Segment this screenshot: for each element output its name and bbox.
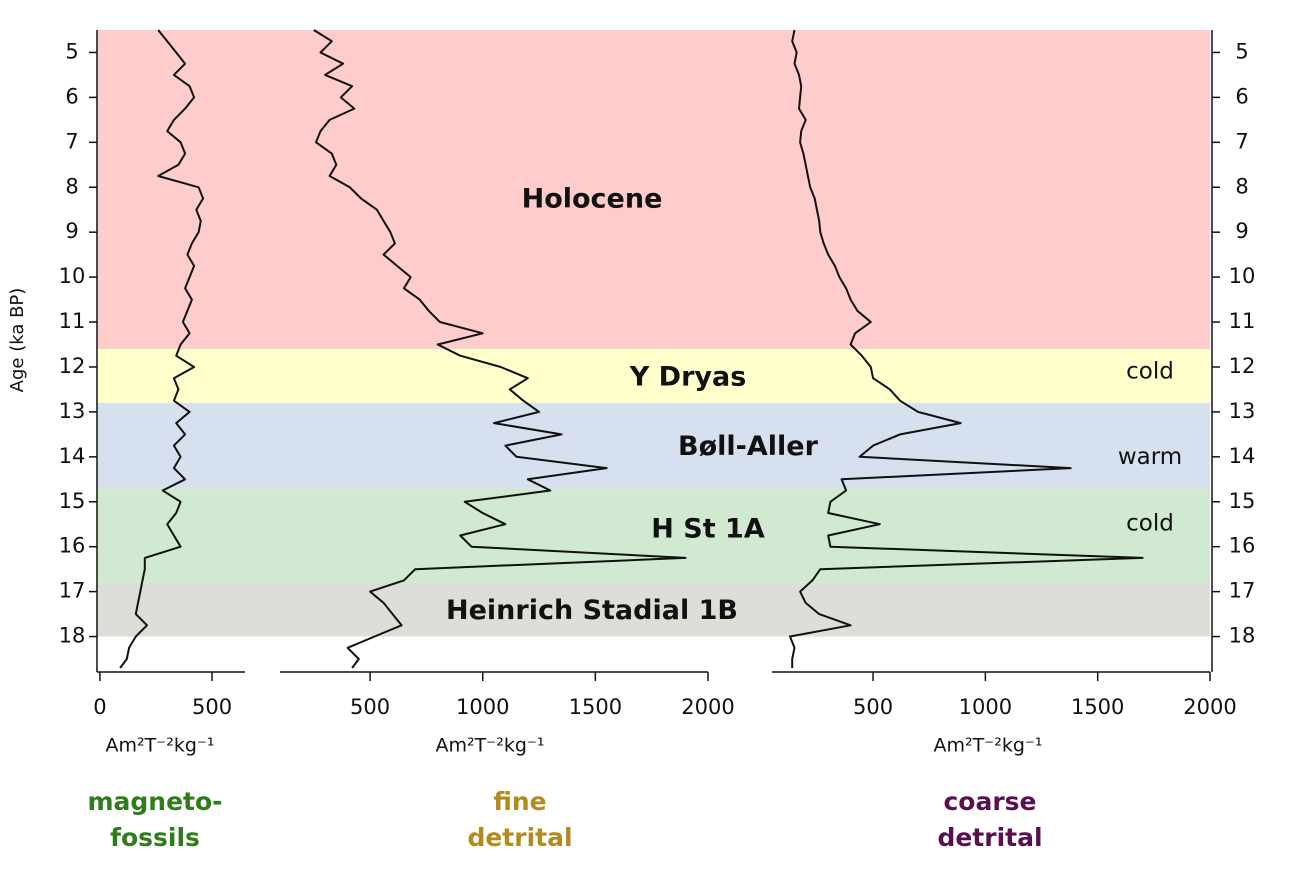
data-line (789, 29, 1144, 668)
y-tick-label-right: 12 (1229, 354, 1256, 378)
series-name: coarse (943, 787, 1036, 816)
y-tick-label-right: 17 (1229, 579, 1256, 603)
y-tick-label-right: 14 (1229, 444, 1256, 468)
climate-label: cold (1126, 511, 1174, 537)
y-tick-label-right: 15 (1229, 489, 1256, 513)
x-tick-label: 2000 (681, 695, 734, 719)
y-tick-label-right: 16 (1229, 534, 1256, 558)
series-name: detrital (467, 823, 572, 852)
band-area (97, 402, 1210, 489)
x-tick-label: 0 (93, 695, 106, 719)
x-axis-unit: Am²T⁻²kg⁻¹ (105, 735, 214, 757)
x-tick-label: 500 (350, 695, 390, 719)
y-tick-label-right: 5 (1235, 39, 1248, 63)
x-tick-label: 2000 (1183, 695, 1236, 719)
y-tick-label-right: 18 (1229, 624, 1256, 648)
y-tick-label: 18 (59, 624, 86, 648)
y-tick-label: 14 (59, 444, 86, 468)
y-tick-label: 12 (59, 354, 86, 378)
x-tick-label: 1500 (569, 695, 622, 719)
y-tick-label: 8 (65, 174, 78, 198)
data-line (313, 29, 687, 669)
band-label: Holocene (522, 184, 663, 215)
y-axis-label: Age (ka BP) (7, 288, 28, 393)
band-area (97, 30, 1210, 349)
y-tick-label: 6 (65, 84, 78, 108)
band-label: Y Dryas (629, 361, 747, 392)
band-label: H St 1A (651, 514, 765, 545)
x-axis-unit: Am²T⁻²kg⁻¹ (933, 735, 1042, 757)
band-label: Bøll-Aller (678, 431, 819, 462)
y-tick-label-right: 13 (1229, 399, 1256, 423)
y-tick-label: 10 (59, 264, 86, 288)
x-tick-label: 500 (853, 695, 893, 719)
series-name: fine (493, 787, 546, 816)
y-tick-label-right: 6 (1235, 84, 1248, 108)
band-area (97, 349, 1210, 403)
bands (97, 30, 1210, 637)
data-line (119, 29, 205, 669)
band-area (97, 582, 1210, 637)
y-tick-label: 7 (65, 129, 78, 153)
y-tick-label: 13 (59, 399, 86, 423)
x-tick-label: 1500 (1071, 695, 1124, 719)
y-tick-label-right: 10 (1229, 264, 1256, 288)
x-tick-label: 1000 (959, 695, 1012, 719)
x-tick-label: 1000 (456, 695, 509, 719)
y-tick-label: 9 (65, 219, 78, 243)
climate-label: cold (1126, 358, 1174, 384)
series-name: fossils (110, 823, 200, 852)
y-tick-label: 17 (59, 579, 86, 603)
series-name: magneto- (87, 787, 222, 816)
y-tick-label-right: 11 (1229, 309, 1256, 333)
y-tick-label-right: 9 (1235, 219, 1248, 243)
y-tick-label: 11 (59, 309, 86, 333)
band-label: Heinrich Stadial 1B (446, 595, 738, 626)
y-tick-label: 5 (65, 39, 78, 63)
climate-label: warm (1118, 444, 1182, 470)
band-area (97, 488, 1210, 583)
series-name: detrital (937, 823, 1042, 852)
y-tick-label-right: 8 (1235, 174, 1248, 198)
y-tick-label: 15 (59, 489, 86, 513)
y-tick-label-right: 7 (1235, 129, 1248, 153)
x-tick-label: 500 (192, 695, 232, 719)
y-tick-label: 16 (59, 534, 86, 558)
x-axis-unit: Am²T⁻²kg⁻¹ (435, 735, 544, 757)
